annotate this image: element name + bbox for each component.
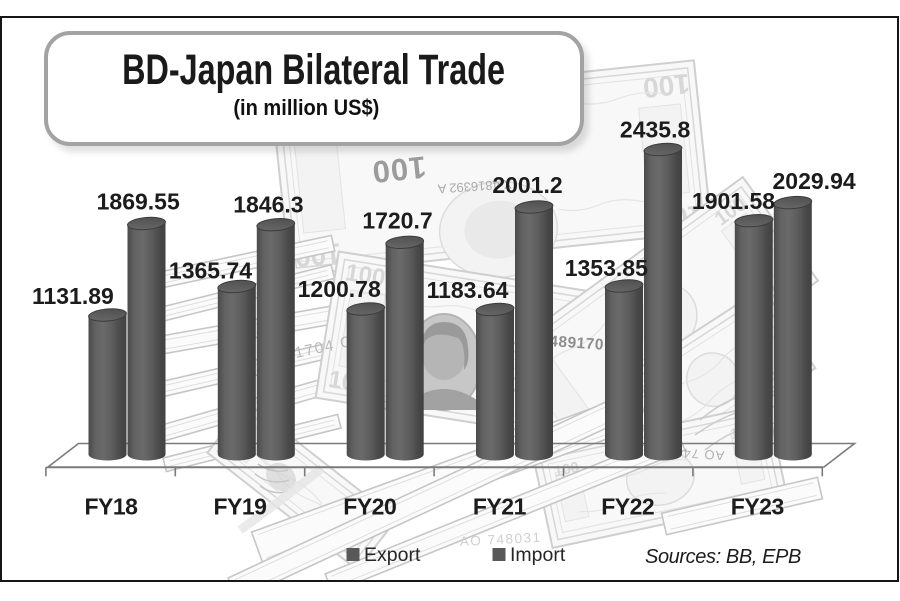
- svg-text:2435.8: 2435.8: [620, 116, 691, 142]
- svg-text:1869.55: 1869.55: [97, 188, 180, 214]
- svg-text:Sources: BB, EPB: Sources: BB, EPB: [645, 546, 801, 568]
- svg-text:AO 748031: AO 748031: [459, 530, 541, 549]
- svg-text:FY19: FY19: [214, 493, 267, 519]
- svg-text:489170: 489170: [549, 333, 605, 354]
- svg-text:X 4816392 A: X 4816392 A: [437, 176, 513, 196]
- svg-text:1365.74: 1365.74: [169, 257, 252, 283]
- svg-text:1846.3: 1846.3: [233, 191, 303, 217]
- svg-text:2001.2: 2001.2: [492, 172, 562, 198]
- svg-text:Export: Export: [364, 544, 421, 566]
- svg-text:1901.58: 1901.58: [692, 188, 775, 214]
- svg-text:1720.7: 1720.7: [362, 208, 432, 234]
- svg-text:1131.89: 1131.89: [32, 283, 114, 309]
- svg-text:100: 100: [642, 68, 692, 104]
- svg-text:2029.94: 2029.94: [773, 168, 856, 194]
- svg-text:1183.64: 1183.64: [427, 277, 509, 303]
- svg-text:Import: Import: [510, 544, 566, 566]
- svg-text:100: 100: [370, 149, 428, 190]
- svg-text:1200.78: 1200.78: [298, 276, 381, 302]
- svg-text:FY18: FY18: [85, 493, 139, 519]
- svg-text:FY22: FY22: [601, 493, 654, 519]
- svg-text:100: 100: [343, 259, 387, 292]
- svg-text:FY21: FY21: [473, 493, 527, 519]
- svg-text:FY23: FY23: [731, 493, 784, 519]
- svg-text:FY20: FY20: [343, 493, 396, 519]
- svg-text:1353.85: 1353.85: [565, 255, 648, 281]
